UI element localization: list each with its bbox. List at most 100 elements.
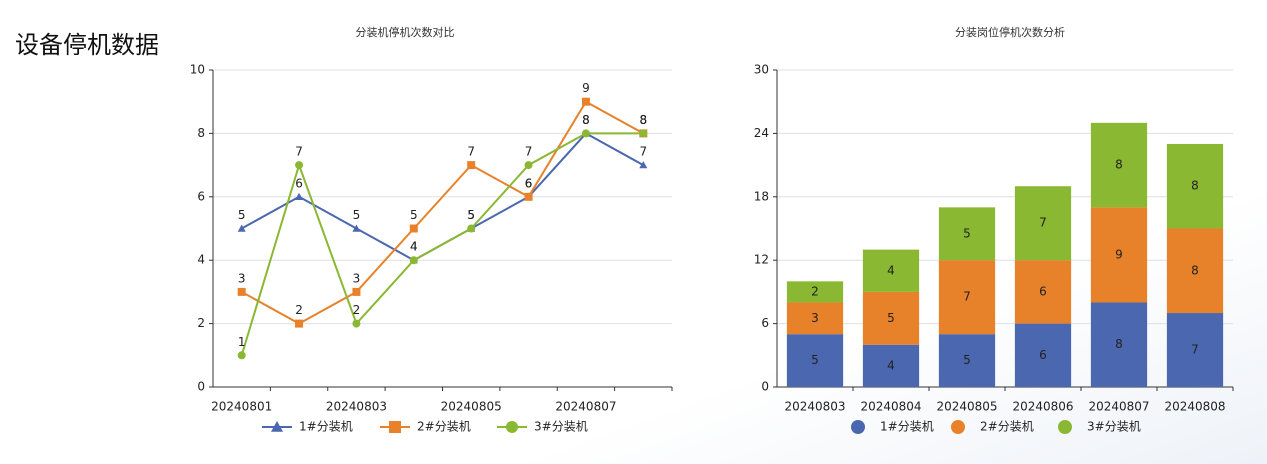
bar-segment: [938, 260, 996, 335]
x-tick-label: 20240806: [1012, 400, 1073, 414]
data-label: 6: [525, 176, 533, 190]
y-tick-label: 18: [754, 189, 769, 203]
x-tick-label: 20240804: [860, 400, 921, 414]
chart-title: 分装岗位停机次数分析: [955, 25, 1065, 39]
data-label: 5: [963, 226, 971, 240]
data-label: 6: [1039, 348, 1047, 362]
point: [352, 287, 361, 296]
page-title: 设备停机数据: [15, 31, 159, 59]
bar-segment: [862, 344, 920, 387]
data-label: 6: [295, 176, 303, 190]
point: [352, 224, 361, 232]
y-tick-label: 30: [754, 63, 769, 77]
point: [581, 97, 590, 106]
data-label: 8: [582, 113, 590, 127]
data-label: 9: [582, 81, 590, 95]
data-label: 1: [238, 335, 246, 349]
data-label: 5: [887, 311, 895, 325]
legend-marker: [951, 420, 965, 434]
data-label: 7: [525, 145, 533, 159]
data-label: 8: [1115, 158, 1123, 172]
bar-segment: [1166, 228, 1224, 314]
data-label: 9: [1115, 247, 1123, 261]
chart-title: 分装机停机次数对比: [356, 25, 455, 39]
data-label: 7: [963, 290, 971, 304]
data-label: 3: [353, 271, 361, 285]
point: [295, 161, 304, 170]
bar-segment: [862, 249, 920, 292]
data-label: 5: [410, 208, 418, 222]
bar-segment: [862, 291, 920, 345]
legend-marker: [1058, 420, 1072, 434]
bar-segment: [1166, 143, 1224, 229]
data-label: 5: [467, 208, 475, 222]
bar-segment: [786, 281, 844, 303]
point: [237, 224, 246, 232]
point: [295, 319, 304, 328]
data-label: 8: [639, 113, 647, 127]
bar-segment: [1090, 122, 1148, 208]
y-tick-label: 6: [761, 316, 769, 330]
legend-label: 3#分装机: [534, 420, 588, 434]
legend-label: 2#分装机: [980, 420, 1034, 434]
data-label: 2: [295, 303, 303, 317]
x-tick-label: 20240807: [555, 400, 616, 414]
point: [237, 287, 246, 296]
bar-segment: [1014, 186, 1072, 261]
point: [237, 351, 246, 360]
point: [467, 161, 476, 170]
data-label: 6: [1039, 284, 1047, 298]
data-label: 4: [410, 240, 418, 254]
data-label: 5: [467, 208, 475, 222]
legend-marker: [506, 421, 518, 433]
legend-marker: [851, 420, 865, 434]
data-label: 8: [639, 113, 647, 127]
point: [639, 129, 648, 138]
point: [352, 319, 361, 328]
y-tick-label: 2: [197, 316, 205, 330]
data-label: 2: [353, 303, 361, 317]
data-label: 8: [1191, 179, 1199, 193]
y-tick-label: 0: [197, 380, 205, 394]
series-line: [241, 100, 644, 325]
data-label: 2: [811, 284, 819, 298]
legend-label: 1#分装机: [880, 420, 934, 434]
bar-segment: [786, 302, 844, 335]
data-label: 7: [1191, 343, 1199, 357]
y-tick-label: 6: [197, 189, 205, 203]
bar-segment: [786, 334, 844, 387]
y-tick-label: 24: [754, 126, 769, 140]
data-label: 4: [887, 358, 895, 372]
y-tick-label: 4: [197, 253, 205, 267]
x-tick-label: 20240803: [326, 400, 387, 414]
x-tick-label: 20240808: [1164, 400, 1225, 414]
data-label: 3: [238, 271, 246, 285]
data-label: 8: [1115, 337, 1123, 351]
legend-marker: [271, 421, 283, 432]
point: [409, 256, 418, 265]
y-tick-label: 10: [190, 63, 205, 77]
y-tick-label: 0: [761, 380, 769, 394]
data-label: 7: [1039, 216, 1047, 230]
data-label: 3: [811, 311, 819, 325]
series-line: [240, 132, 644, 356]
point: [524, 192, 533, 201]
data-label: 5: [963, 353, 971, 367]
bar-segment: [1166, 313, 1224, 387]
bar-segment: [1090, 302, 1148, 387]
y-tick-label: 8: [197, 126, 205, 140]
data-label: 7: [639, 145, 647, 159]
point: [581, 129, 590, 138]
bar-segment: [1090, 207, 1148, 303]
point: [467, 224, 476, 233]
data-label: 7: [295, 145, 303, 159]
legend-label: 2#分装机: [417, 420, 471, 434]
data-label: 6: [525, 176, 533, 190]
data-label: 4: [887, 263, 895, 277]
point: [409, 224, 418, 233]
x-tick-label: 20240807: [1088, 400, 1149, 414]
y-tick-label: 12: [754, 253, 769, 267]
legend-label: 3#分装机: [1087, 420, 1141, 434]
data-label: 8: [1191, 263, 1199, 277]
